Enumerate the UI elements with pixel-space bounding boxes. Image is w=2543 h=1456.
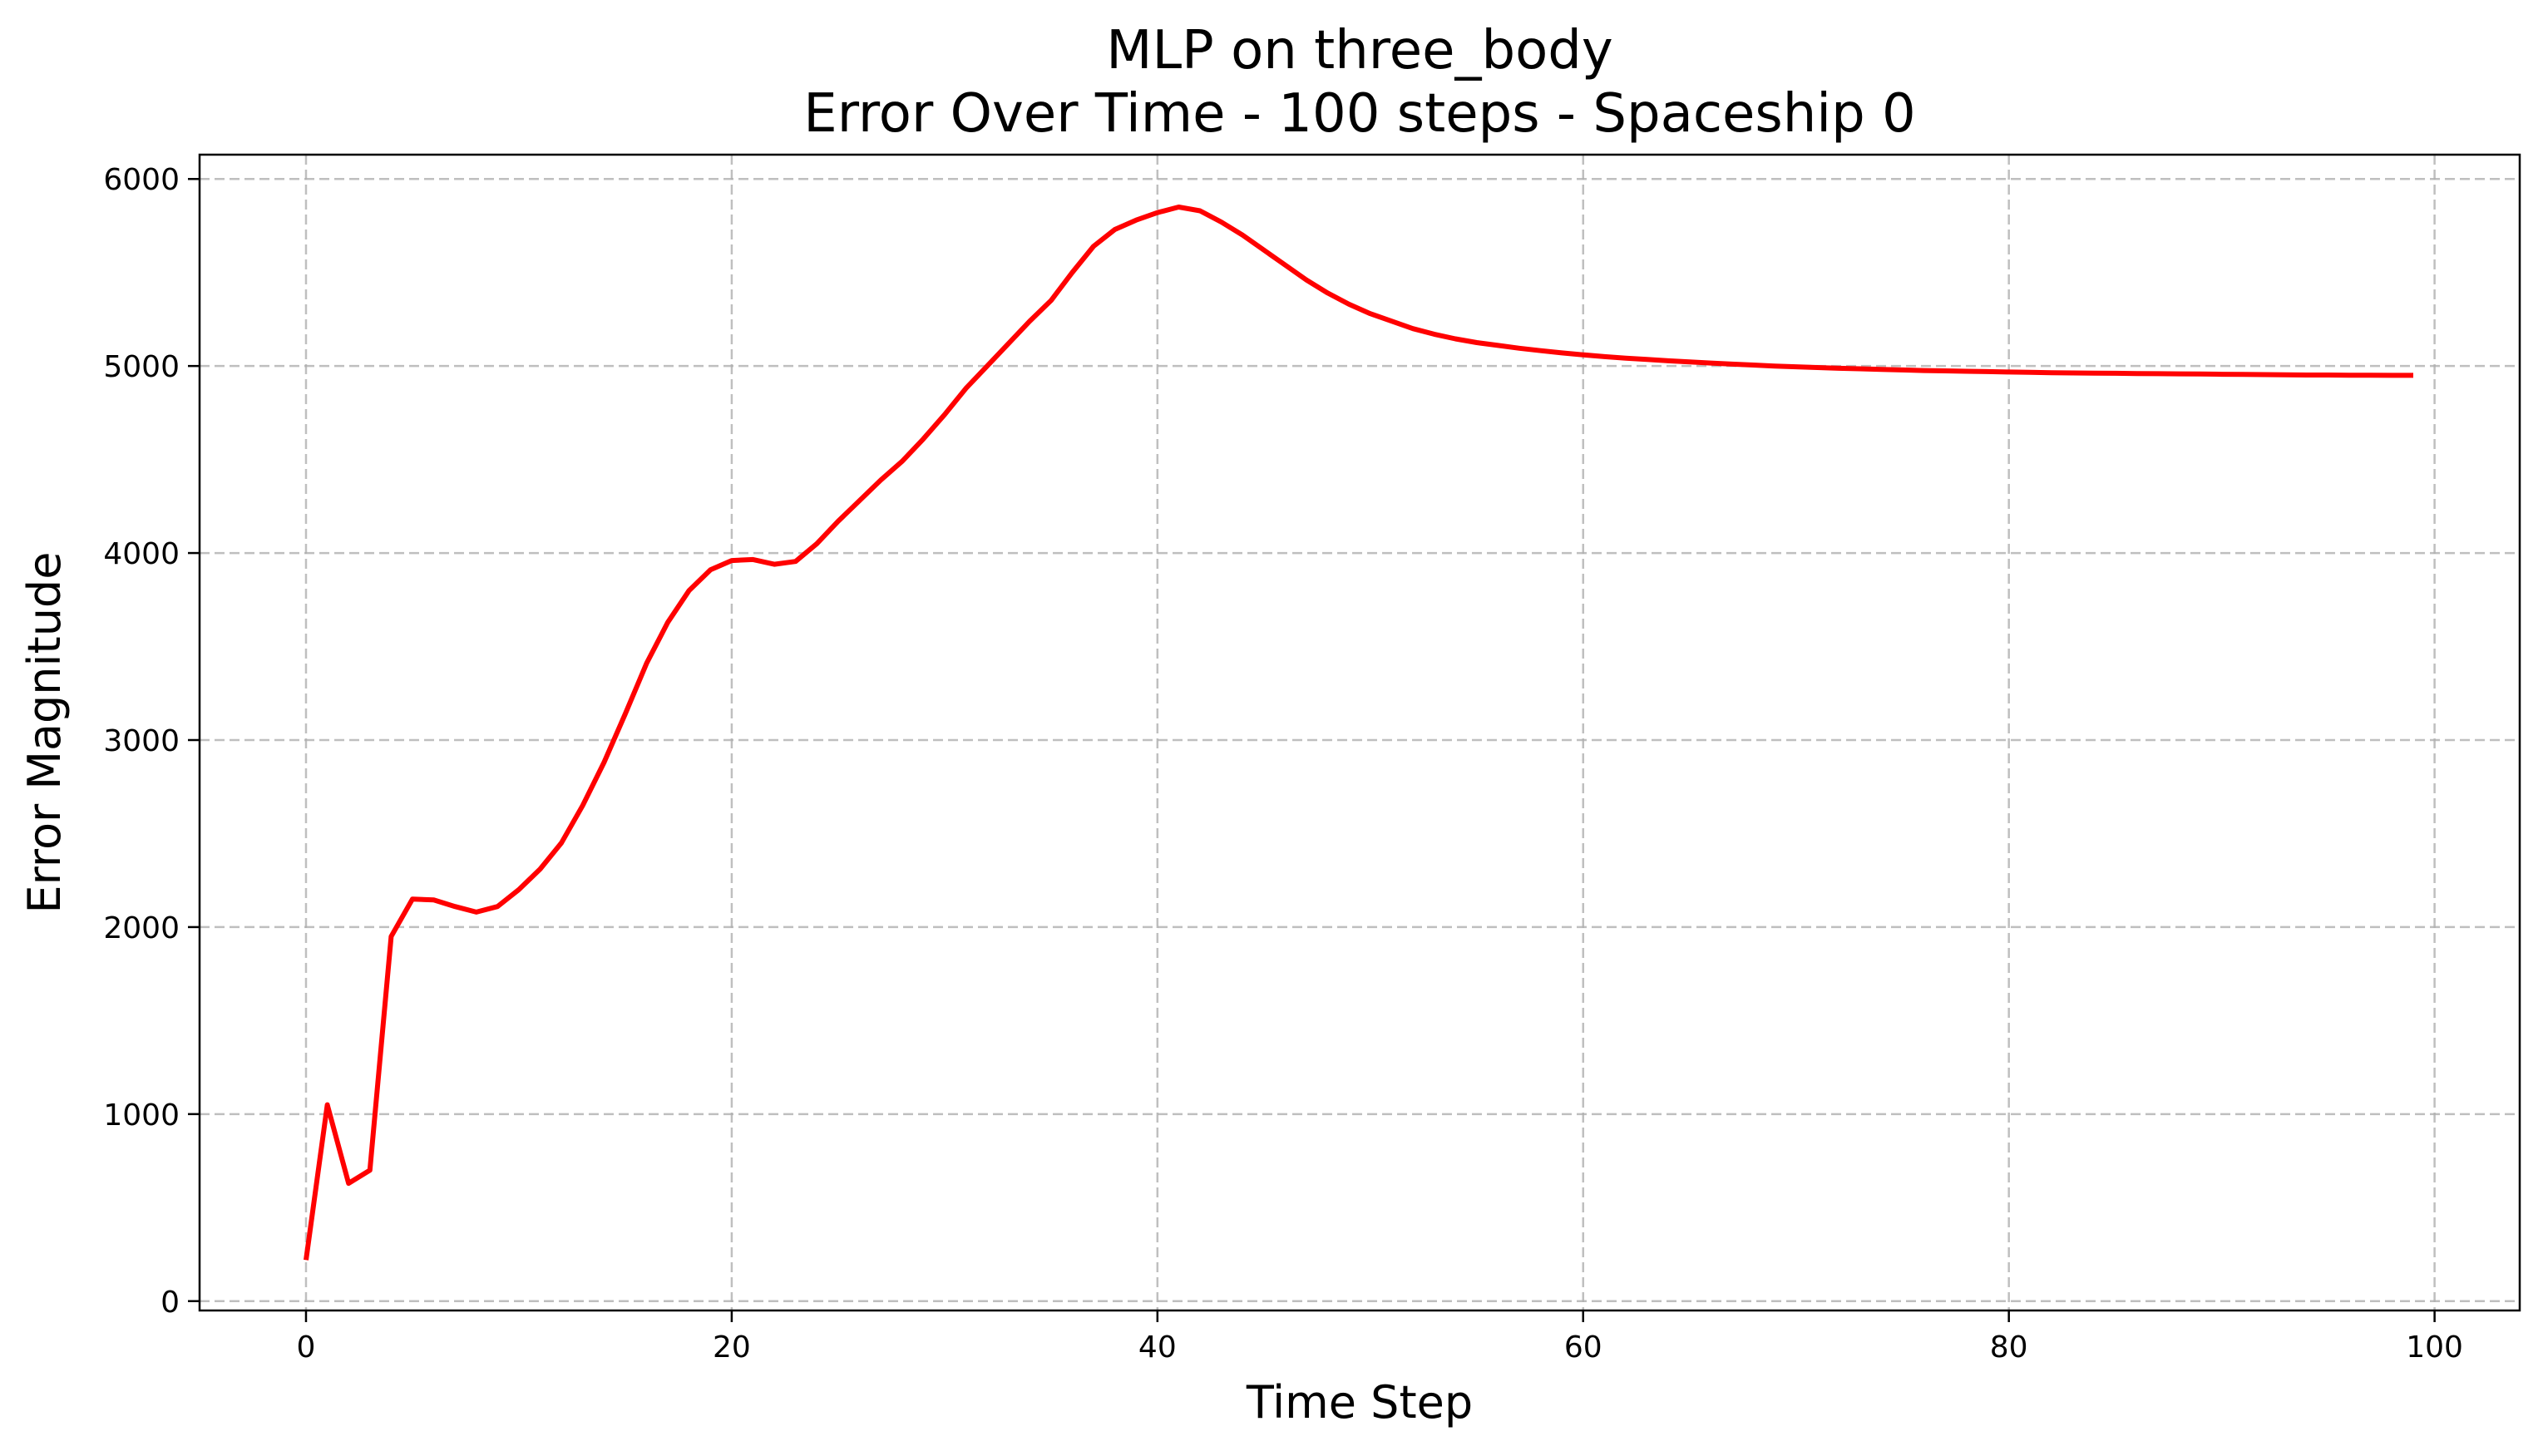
- y-tick-label: 0: [160, 1286, 180, 1320]
- x-tick-label: 100: [2406, 1330, 2463, 1365]
- grid: [200, 155, 2520, 1310]
- x-tick-label: 60: [1564, 1330, 1602, 1365]
- chart-subtitle: Error Over Time - 100 steps - Spaceship …: [803, 83, 1916, 145]
- x-tick-label: 80: [1990, 1330, 2028, 1365]
- x-tick-label: 40: [1138, 1330, 1177, 1365]
- y-tick-label: 5000: [103, 350, 180, 384]
- series-layer: [304, 205, 2413, 1261]
- x-tick-label: 20: [713, 1330, 751, 1365]
- y-tick-label: 6000: [103, 163, 180, 197]
- series-line-0: [304, 205, 2413, 1261]
- plot-area: [198, 153, 2521, 1312]
- y-tick-label: 2000: [103, 911, 180, 945]
- chart-title: MLP on three_body: [1106, 20, 1612, 81]
- y-axis-label: Error Magnitude: [18, 552, 71, 914]
- x-axis-label: Time Step: [1246, 1376, 1473, 1429]
- y-tick-label: 1000: [103, 1098, 180, 1133]
- x-tick-label: 0: [297, 1330, 316, 1365]
- y-tick-label: 3000: [103, 724, 180, 758]
- y-tick-label: 4000: [103, 537, 180, 571]
